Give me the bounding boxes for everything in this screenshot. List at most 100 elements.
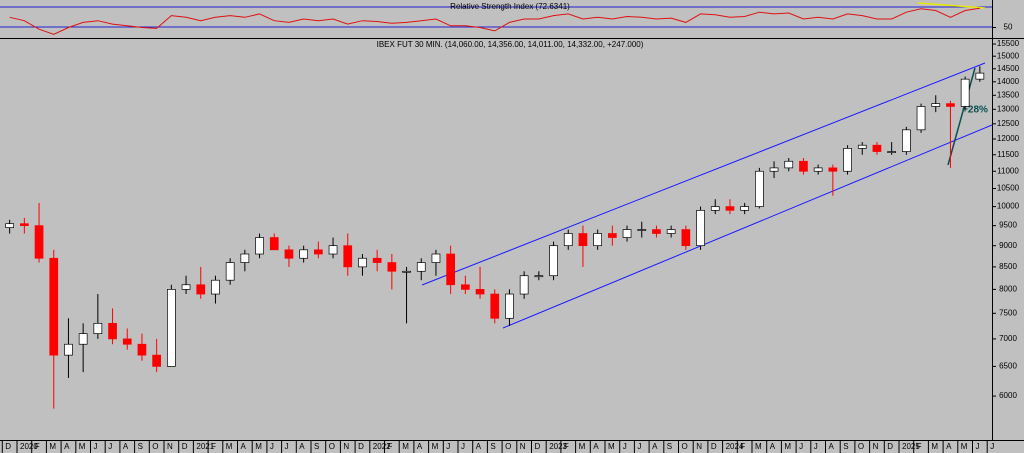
rsi-tick-label: 50	[1004, 23, 1013, 32]
x-tick-label: J	[976, 442, 980, 451]
candle-body	[593, 233, 603, 247]
candle-body	[754, 170, 764, 207]
x-tick-label: A	[652, 442, 658, 451]
candle-body	[211, 279, 220, 295]
candle-body	[519, 275, 529, 295]
channel-line	[502, 124, 993, 329]
channel-line	[421, 62, 986, 286]
x-tick-label: M	[226, 442, 233, 451]
x-tick-label: J	[623, 442, 627, 451]
candle-body	[975, 72, 985, 80]
x-tick-label: M	[961, 442, 968, 451]
x-tick-label: M	[579, 442, 586, 451]
candle-body	[461, 284, 470, 290]
x-tick-label: O	[505, 442, 511, 451]
y-tick-label: 8000	[999, 284, 1017, 293]
x-tick-label: N	[343, 442, 349, 451]
y-tick-label: 12500	[997, 119, 1020, 128]
candle-body	[960, 78, 970, 107]
candle-body	[872, 144, 882, 152]
y-tick-label: 7500	[999, 308, 1017, 317]
x-tick-label: A	[299, 442, 305, 451]
candle-body	[167, 289, 176, 367]
candle-body	[769, 167, 779, 172]
x-tick-label: J	[285, 442, 289, 451]
x-tick-label: O	[329, 442, 335, 451]
x-tick-label: M	[255, 442, 262, 451]
x-tick-label: J	[799, 442, 803, 451]
candle-body	[549, 245, 558, 277]
x-tick-label: 2023	[549, 442, 567, 451]
x-tick-label: F	[564, 442, 569, 451]
x-tick-label: D	[711, 442, 717, 451]
x-tick-label: J	[461, 442, 465, 451]
y-tick-label: 12000	[997, 134, 1020, 143]
x-tick-label: J	[814, 442, 818, 451]
y-tick-label: 11000	[997, 166, 1019, 175]
x-tick-label: A	[417, 442, 423, 451]
y-tick-label: 13000	[997, 104, 1020, 113]
y-tick-label: 13500	[997, 90, 1020, 99]
y-tick-label: 11500	[997, 150, 1019, 159]
candle-body	[152, 354, 161, 367]
candle-body	[622, 229, 632, 238]
candle-body	[710, 206, 720, 211]
candle-body	[490, 293, 500, 319]
candle-body	[725, 206, 735, 211]
candle-body	[946, 103, 955, 107]
x-tick-label: 2022	[373, 442, 391, 451]
x-tick-label: M	[49, 442, 56, 451]
candle-body	[931, 103, 941, 107]
candle-body	[196, 284, 206, 295]
x-tick-label: S	[667, 442, 672, 451]
x-tick-label: J	[270, 442, 274, 451]
candle-body	[446, 253, 455, 286]
y-tick-label: 7000	[999, 334, 1017, 343]
candle-body	[343, 245, 353, 268]
candle-body	[5, 223, 15, 228]
candle-body	[49, 257, 59, 356]
y-tick-label: 14000	[997, 77, 1020, 86]
y-tick-label: 10500	[997, 184, 1020, 193]
candle-body	[64, 343, 73, 356]
x-tick-label: M	[931, 442, 938, 451]
candle-body	[314, 249, 323, 255]
x-tick-label: F	[740, 442, 745, 451]
candle-body	[916, 106, 926, 131]
annotation: +28%	[962, 105, 988, 116]
x-tick-label: D	[887, 442, 893, 451]
candle-body	[696, 209, 705, 247]
x-tick-label: 2024	[726, 442, 744, 451]
x-tick-label: D	[5, 442, 11, 451]
candle-body	[34, 225, 44, 259]
x-tick-label: N	[696, 442, 702, 451]
x-tick-label: A	[64, 442, 70, 451]
y-tick-label: 6000	[999, 391, 1017, 400]
x-tick-label: S	[138, 442, 143, 451]
candle-body	[137, 343, 147, 356]
x-tick-label: M	[402, 442, 409, 451]
candle-body	[122, 338, 132, 345]
candle-body	[108, 322, 117, 340]
y-tick-label: 9500	[999, 221, 1017, 230]
candle-body	[666, 229, 676, 234]
y-tick-label: 9000	[999, 241, 1017, 250]
x-tick-label: J	[446, 442, 450, 451]
candle-body	[328, 245, 338, 255]
x-tick-label: A	[123, 442, 129, 451]
x-tick-label: F	[917, 442, 922, 451]
x-tick-label: M	[432, 442, 439, 451]
x-tick-label: M	[784, 442, 791, 451]
chart-title: IBEX FUT 30 MIN. (14,060.00, 14,356.00, …	[377, 40, 644, 49]
candle-body	[828, 167, 838, 172]
x-tick-label: O	[858, 442, 864, 451]
candle-body	[578, 233, 588, 247]
candle-body	[284, 249, 294, 259]
candle-body	[534, 275, 544, 278]
candle-body	[255, 237, 264, 255]
candle-body	[505, 293, 514, 319]
x-tick-label: F	[211, 442, 216, 451]
candle-body	[637, 229, 647, 231]
